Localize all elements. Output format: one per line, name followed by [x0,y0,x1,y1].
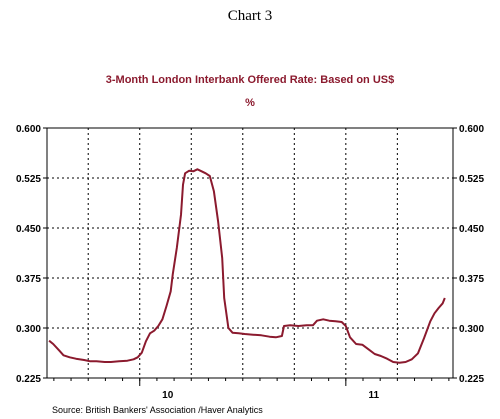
libor-series-line [48,168,446,364]
y-tick-label-left: 0.450 [16,224,41,235]
chart-header: Chart 3 [228,8,273,24]
x-tick-label: 10 [162,390,174,401]
series-layer [48,168,446,364]
y-tick-label-right: 0.525 [459,174,484,185]
axes: 0.225 0.225 0.300 0.300 0.375 0.375 0.450 0.450… [16,124,484,401]
y-tick-label-right: 0.300 [459,324,484,335]
x-tick-label: 11 [369,390,380,401]
y-tick-label-left: 0.525 [16,174,41,185]
gridlines [47,128,453,378]
y-tick-label-left: 0.600 [16,124,41,135]
plot-frame [46,127,454,379]
chart-title: 3-Month London Interbank Offered Rate: B… [106,74,394,86]
chart-unit: % [245,97,255,109]
source-note: Source: British Bankers' Association /Ha… [52,405,263,415]
y-tick-label-right: 0.225 [459,374,484,385]
y-tick-label-right: 0.600 [459,124,484,135]
y-tick-label-left: 0.300 [16,324,41,335]
y-tick-label-left: 0.375 [16,274,41,285]
y-tick-label-left: 0.225 [16,374,41,385]
y-tick-label-right: 0.450 [459,224,484,235]
y-tick-label-right: 0.375 [459,274,484,285]
